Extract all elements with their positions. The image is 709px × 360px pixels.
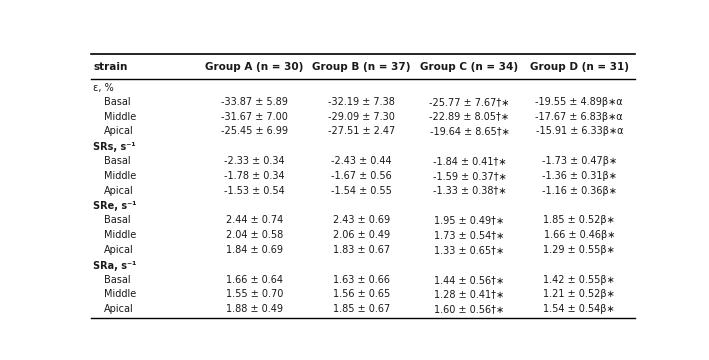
Text: Apical: Apical <box>104 304 134 314</box>
Text: Apical: Apical <box>104 126 134 136</box>
Text: 1.56 ± 0.65: 1.56 ± 0.65 <box>333 289 391 300</box>
Text: 1.21 ± 0.52β∗: 1.21 ± 0.52β∗ <box>543 289 615 300</box>
Text: 1.85 ± 0.52β∗: 1.85 ± 0.52β∗ <box>543 216 615 225</box>
Text: -1.84 ± 0.41†∗: -1.84 ± 0.41†∗ <box>432 156 506 166</box>
Text: 1.73 ± 0.54†∗: 1.73 ± 0.54†∗ <box>435 230 505 240</box>
Text: SRs, s⁻¹: SRs, s⁻¹ <box>93 142 135 152</box>
Text: Group B (n = 37): Group B (n = 37) <box>313 62 411 72</box>
Text: Middle: Middle <box>104 289 136 300</box>
Text: Group A (n = 30): Group A (n = 30) <box>206 62 303 72</box>
Text: -1.53 ± 0.54: -1.53 ± 0.54 <box>224 185 285 195</box>
Text: -22.89 ± 8.05†∗: -22.89 ± 8.05†∗ <box>430 112 509 122</box>
Text: -1.36 ± 0.31β∗: -1.36 ± 0.31β∗ <box>542 171 617 181</box>
Text: -32.19 ± 7.38: -32.19 ± 7.38 <box>328 97 395 107</box>
Text: SRe, s⁻¹: SRe, s⁻¹ <box>93 201 137 211</box>
Text: 1.28 ± 0.41†∗: 1.28 ± 0.41†∗ <box>435 289 505 300</box>
Text: -1.16 ± 0.36β∗: -1.16 ± 0.36β∗ <box>542 185 617 195</box>
Text: -1.33 ± 0.38†∗: -1.33 ± 0.38†∗ <box>432 185 506 195</box>
Text: Middle: Middle <box>104 112 136 122</box>
Text: -33.87 ± 5.89: -33.87 ± 5.89 <box>221 97 288 107</box>
Text: -1.73 ± 0.47β∗: -1.73 ± 0.47β∗ <box>542 156 617 166</box>
Text: Apical: Apical <box>104 185 134 195</box>
Text: -25.77 ± 7.67†∗: -25.77 ± 7.67†∗ <box>429 97 510 107</box>
Text: 1.42 ± 0.55β∗: 1.42 ± 0.55β∗ <box>543 275 615 285</box>
Text: 1.84 ± 0.69: 1.84 ± 0.69 <box>226 245 283 255</box>
Text: 1.54 ± 0.54β∗: 1.54 ± 0.54β∗ <box>544 304 615 314</box>
Text: 1.60 ± 0.56†∗: 1.60 ± 0.56†∗ <box>435 304 505 314</box>
Text: strain: strain <box>93 62 128 72</box>
Text: 1.66 ± 0.46β∗: 1.66 ± 0.46β∗ <box>544 230 615 240</box>
Text: -1.78 ± 0.34: -1.78 ± 0.34 <box>224 171 285 181</box>
Text: 1.33 ± 0.65†∗: 1.33 ± 0.65†∗ <box>435 245 505 255</box>
Text: ε, %: ε, % <box>93 83 113 93</box>
Text: -27.51 ± 2.47: -27.51 ± 2.47 <box>328 126 396 136</box>
Text: Basal: Basal <box>104 275 130 285</box>
Text: Basal: Basal <box>104 216 130 225</box>
Text: Basal: Basal <box>104 97 130 107</box>
Text: 2.43 ± 0.69: 2.43 ± 0.69 <box>333 216 390 225</box>
Text: -1.67 ± 0.56: -1.67 ± 0.56 <box>331 171 392 181</box>
Text: -1.59 ± 0.37†∗: -1.59 ± 0.37†∗ <box>432 171 506 181</box>
Text: 1.44 ± 0.56†∗: 1.44 ± 0.56†∗ <box>435 275 505 285</box>
Text: 1.95 ± 0.49†∗: 1.95 ± 0.49†∗ <box>435 216 505 225</box>
Text: Group D (n = 31): Group D (n = 31) <box>530 62 629 72</box>
Text: 1.29 ± 0.55β∗: 1.29 ± 0.55β∗ <box>543 245 615 255</box>
Text: 1.88 ± 0.49: 1.88 ± 0.49 <box>226 304 283 314</box>
Text: -25.45 ± 6.99: -25.45 ± 6.99 <box>221 126 288 136</box>
Text: 2.06 ± 0.49: 2.06 ± 0.49 <box>333 230 390 240</box>
Text: Apical: Apical <box>104 245 134 255</box>
Text: 2.04 ± 0.58: 2.04 ± 0.58 <box>226 230 283 240</box>
Text: -1.54 ± 0.55: -1.54 ± 0.55 <box>331 185 392 195</box>
Text: -2.43 ± 0.44: -2.43 ± 0.44 <box>331 156 392 166</box>
Text: -19.55 ± 4.89β∗α: -19.55 ± 4.89β∗α <box>535 97 623 107</box>
Text: 2.44 ± 0.74: 2.44 ± 0.74 <box>226 216 283 225</box>
Text: -17.67 ± 6.83β∗α: -17.67 ± 6.83β∗α <box>535 112 623 122</box>
Text: Basal: Basal <box>104 156 130 166</box>
Text: Group C (n = 34): Group C (n = 34) <box>420 62 518 72</box>
Text: -29.09 ± 7.30: -29.09 ± 7.30 <box>328 112 395 122</box>
Text: Middle: Middle <box>104 171 136 181</box>
Text: 1.66 ± 0.64: 1.66 ± 0.64 <box>226 275 283 285</box>
Text: SRa, s⁻¹: SRa, s⁻¹ <box>93 261 136 271</box>
Text: 1.63 ± 0.66: 1.63 ± 0.66 <box>333 275 390 285</box>
Text: 1.85 ± 0.67: 1.85 ± 0.67 <box>333 304 391 314</box>
Text: -31.67 ± 7.00: -31.67 ± 7.00 <box>221 112 288 122</box>
Text: Middle: Middle <box>104 230 136 240</box>
Text: -15.91 ± 6.33β∗α: -15.91 ± 6.33β∗α <box>535 126 623 136</box>
Text: -2.33 ± 0.34: -2.33 ± 0.34 <box>224 156 285 166</box>
Text: -19.64 ± 8.65†∗: -19.64 ± 8.65†∗ <box>430 126 509 136</box>
Text: 1.55 ± 0.70: 1.55 ± 0.70 <box>226 289 284 300</box>
Text: 1.83 ± 0.67: 1.83 ± 0.67 <box>333 245 390 255</box>
